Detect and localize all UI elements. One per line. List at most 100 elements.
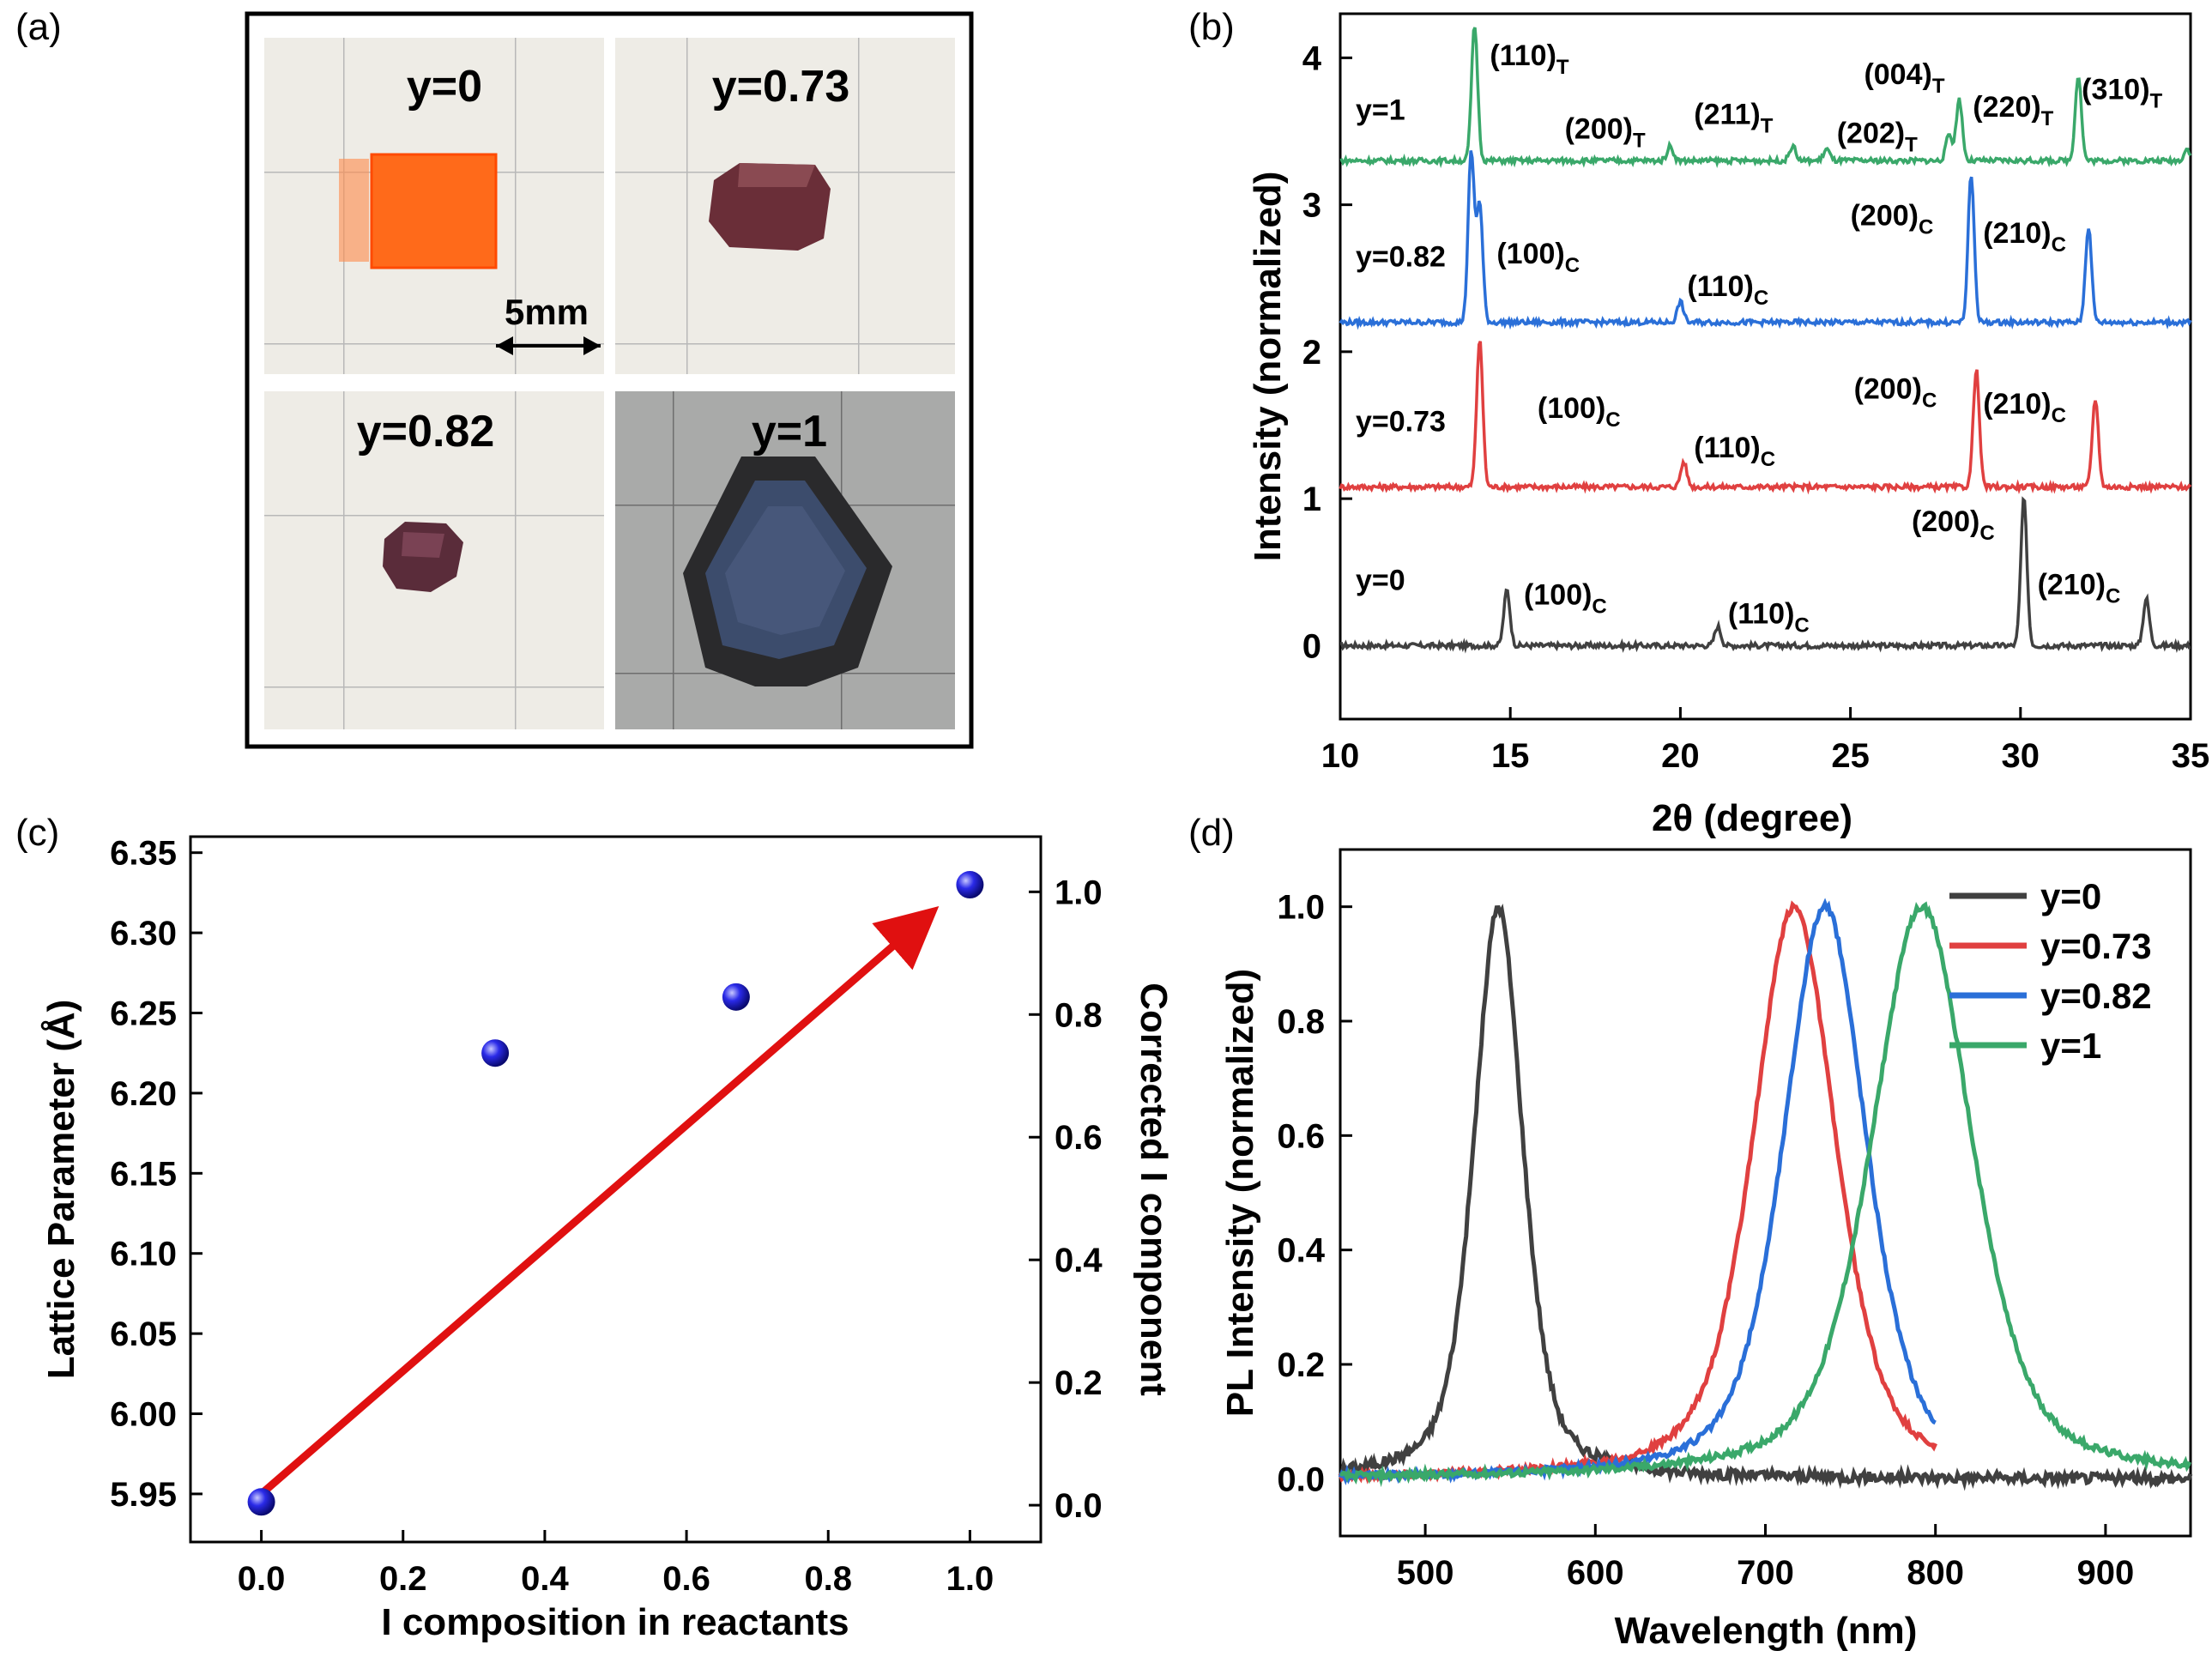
- panel-a-photos: y=0 5mm y=0.73 y=0.82 y=1: [245, 11, 974, 749]
- x-tick-label: 35: [2172, 737, 2210, 775]
- series-label: y=1: [1356, 94, 1405, 126]
- x-tick-label: 0.4: [521, 1560, 569, 1598]
- legend-label: y=0: [2040, 876, 2101, 916]
- y-tick-label: 0.4: [1277, 1232, 1325, 1270]
- x-tick-label: 700: [1737, 1554, 1794, 1592]
- peak-label: (210)C: [1983, 217, 2066, 257]
- y-tick-label: 0.8: [1277, 1003, 1325, 1041]
- peak-label: (100)C: [1524, 578, 1607, 618]
- x-axis-label: Wavelength (nm): [1615, 1610, 1918, 1652]
- y-tick-label: 1.0: [1277, 889, 1325, 927]
- xrd-series-line: [1339, 341, 2192, 495]
- peak-label: (100)C: [1538, 392, 1621, 432]
- y-right-tick-label: 0.4: [1055, 1242, 1103, 1279]
- peak-label: (200)T: [1565, 113, 1646, 153]
- peak-label: (100)C: [1496, 238, 1580, 277]
- series-label: y=0.73: [1356, 405, 1446, 438]
- y-axis-label: PL Intensity (normalized): [1219, 969, 1261, 1417]
- peak-label: (110)C: [1694, 432, 1775, 471]
- xrd-series-line: [1339, 496, 2191, 654]
- x-tick-label: 0.0: [238, 1560, 286, 1598]
- photo-y082: y=0.82: [264, 391, 604, 729]
- y-tick-label: 0.2: [1277, 1346, 1325, 1384]
- y-tick-label: 3: [1302, 187, 1321, 225]
- photo-label: y=0.73: [712, 62, 850, 112]
- photo-label: y=0.82: [357, 407, 495, 457]
- y-axis-label: Lattice Parameter (Å): [40, 1000, 82, 1380]
- y-tick-label: 6.15: [110, 1155, 177, 1193]
- panel-label-a: (a): [15, 6, 62, 48]
- x-tick-label: 900: [2077, 1554, 2135, 1592]
- series-label: y=0: [1356, 564, 1405, 596]
- y-tick-label: 4: [1302, 39, 1322, 77]
- y-tick-label: 6.20: [110, 1075, 177, 1113]
- x-tick-label: 1.0: [946, 1560, 994, 1598]
- xrd-series-line: [1339, 27, 2192, 169]
- x-tick-label: 15: [1491, 737, 1530, 775]
- panel-label-d: (d): [1188, 812, 1235, 854]
- y-tick-label: 6.05: [110, 1315, 177, 1353]
- y-right-tick-label: 1.0: [1055, 874, 1103, 911]
- photo-label: y=1: [752, 407, 827, 457]
- pl-series-line: [1339, 901, 2192, 1488]
- y-tick-label: 0: [1302, 627, 1321, 665]
- y-tick-label: 6.35: [110, 835, 177, 873]
- data-point: [481, 1039, 510, 1067]
- y-tick-label: 0.0: [1277, 1460, 1325, 1498]
- x-tick-label: 10: [1321, 737, 1360, 775]
- panel-label-c: (c): [15, 812, 59, 854]
- x-tick-label: 20: [1661, 737, 1700, 775]
- peak-label: (004)T: [1864, 58, 1944, 98]
- peak-label: (310)T: [2082, 73, 2162, 112]
- peak-label: (110)T: [1490, 39, 1569, 79]
- data-point: [247, 1488, 275, 1516]
- peak-label: (200)C: [1912, 505, 1995, 545]
- scale-bar-label: 5mm: [505, 292, 589, 332]
- peak-label: (220)T: [1973, 91, 2053, 130]
- trend-arrow: [258, 906, 940, 1497]
- pl-chart: 500 600 700 800 900 0.0 0.2 0.4 0.6 0.8 1.0 y=0 y=0…: [1219, 848, 2193, 1652]
- peak-label: (200)C: [1854, 373, 1937, 413]
- legend-label: y=0.73: [2040, 926, 2152, 966]
- plot-frame: [1339, 12, 2192, 721]
- peak-label: (210)C: [1983, 388, 2066, 427]
- lattice-chart: 0.0 0.2 0.4 0.6 0.8 1.0 5.95 6.00 6.05 6.10 6.15 6.…: [40, 835, 1175, 1643]
- y-right-tick-label: 0.8: [1055, 996, 1103, 1034]
- y-tick-label: 6.10: [110, 1236, 177, 1273]
- x-tick-label: 0.2: [379, 1560, 427, 1598]
- x-tick-label: 600: [1567, 1554, 1624, 1592]
- peak-label: (200)C: [1851, 200, 1934, 239]
- series-label: y=0.82: [1356, 241, 1446, 274]
- y-axis-label: Intensity (normalized): [1247, 172, 1289, 562]
- photo-label: y=0: [407, 62, 482, 112]
- photo-y073: y=0.73: [615, 38, 955, 374]
- xrd-chart: 10 15 20 25 30 35 0 1 2 3 4 y=0 (100)C (110)C (200)C (…: [1247, 12, 2210, 839]
- peak-label: (210)C: [2038, 568, 2121, 608]
- y-tick-label: 6.30: [110, 915, 177, 952]
- panel-label-b: (b): [1188, 6, 1235, 48]
- x-axis-label: 2θ (degree): [1652, 797, 1852, 839]
- pl-series-line: [1339, 904, 2193, 1491]
- y-tick-label: 1: [1302, 481, 1321, 518]
- peak-label: (110)C: [1728, 598, 1810, 638]
- legend-label: y=0.82: [2040, 976, 2152, 1016]
- y-tick-label: 6.00: [110, 1396, 177, 1434]
- x-tick-label: 0.6: [662, 1560, 710, 1598]
- data-point: [722, 983, 750, 1011]
- x-tick-label: 0.8: [804, 1560, 852, 1598]
- data-point: [956, 871, 984, 899]
- y-axis-right-label: Corrected I component: [1133, 983, 1175, 1396]
- peak-label: (110)C: [1687, 270, 1768, 310]
- x-tick-label: 30: [2002, 737, 2040, 775]
- pl-series-line: [1338, 898, 1937, 1486]
- peak-label: (211)T: [1694, 98, 1773, 137]
- legend-label: y=1: [2040, 1025, 2101, 1066]
- peak-label: (202)T: [1837, 118, 1918, 157]
- y-right-tick-label: 0.6: [1055, 1119, 1103, 1157]
- y-tick-label: 2: [1302, 334, 1321, 372]
- y-tick-label: 6.25: [110, 995, 177, 1033]
- photo-y0: y=0 5mm: [264, 38, 604, 374]
- xrd-series-line: [1339, 150, 2192, 330]
- plot-frame: [189, 835, 1043, 1544]
